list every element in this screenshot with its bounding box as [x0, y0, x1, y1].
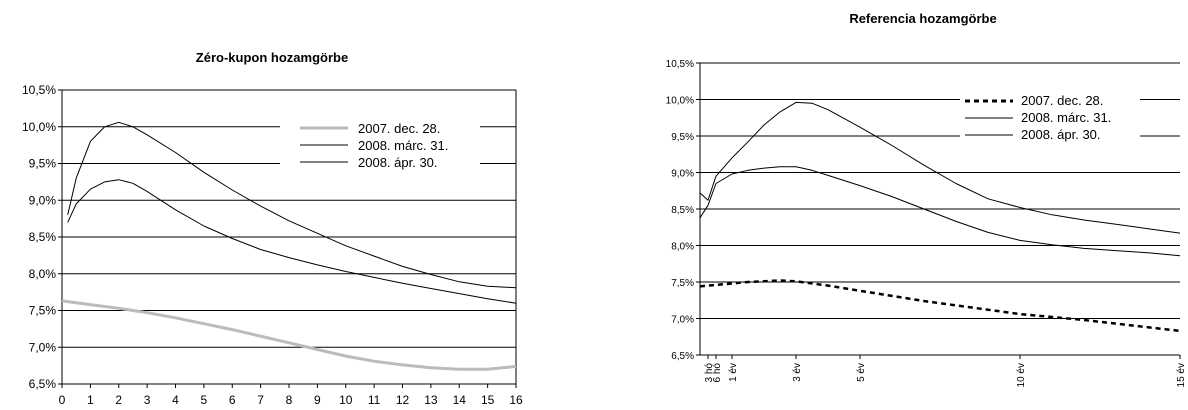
- x-tick-label: 10: [339, 393, 353, 407]
- tick-labels: 6,5% 7,0% 7,5% 8,0% 8,5% 9,0% 9,5% 10,0% 10,5% 3 …: [666, 59, 1187, 387]
- series-line-2008-pr-30-: [699, 166, 1181, 257]
- series-line-2008-m-rc-31-: [67, 121, 517, 289]
- legend-label: 2007. dec. 28.: [358, 121, 440, 136]
- y-tick-label: 10,0%: [666, 96, 694, 107]
- x-tick-label: 4: [172, 393, 179, 407]
- series-line-2008-m-rc-31-: [699, 101, 1181, 234]
- x-tick-label: 15: [481, 393, 495, 407]
- chart-title: Referencia hozamgörbe: [849, 11, 996, 26]
- zero-coupon-chart: Zéro-kupon hozamgörbe 6,5% 7,0% 7,5% 8,0% 8,…: [22, 50, 523, 407]
- x-tick-label: 11: [368, 393, 381, 407]
- axes: [696, 62, 1181, 359]
- y-tick-label: 6,5%: [29, 377, 57, 391]
- y-tick-label: 7,0%: [671, 315, 694, 326]
- legend: 2007. dec. 28. 2008. márc. 31. 2008. ápr…: [280, 117, 480, 189]
- y-tick-label: 7,5%: [671, 278, 694, 289]
- x-tick-label: 8: [286, 393, 293, 407]
- x-tick-label: 14: [453, 393, 467, 407]
- y-tick-label: 9,5%: [29, 157, 57, 171]
- x-tick-label: 6: [229, 393, 236, 407]
- legend-box: [960, 93, 1140, 149]
- y-tick-label: 9,0%: [29, 193, 57, 207]
- legend: 2007. dec. 28. 2008. márc. 31. 2008. ápr…: [960, 93, 1140, 149]
- legend-label: 2008. ápr. 30.: [1021, 127, 1101, 142]
- y-tick-label: 10,0%: [22, 120, 56, 134]
- legend-label: 2008. ápr. 30.: [358, 155, 438, 170]
- series-lines: [61, 121, 517, 371]
- legend-label: 2008. márc. 31.: [358, 138, 448, 153]
- x-tick-label: 2: [115, 393, 122, 407]
- legend-label: 2008. márc. 31.: [1021, 110, 1111, 125]
- x-tick-label: 3: [144, 393, 151, 407]
- y-tick-label: 7,5%: [29, 304, 57, 318]
- x-tick-label: 7: [257, 393, 264, 407]
- chart-title: Zéro-kupon hozamgörbe: [196, 50, 348, 65]
- tick-labels: 6,5% 7,0% 7,5% 8,0% 8,5% 9,0% 9,5% 10,0% 10,5% 0 1…: [22, 83, 523, 407]
- reference-yield-chart: Referencia hozamgörbe 6,5% 7,0% 7,5% 8,0% 8,…: [666, 11, 1187, 387]
- x-tick-label: 5: [201, 393, 208, 407]
- axes: [58, 89, 517, 388]
- x-tick-label: 9: [314, 393, 321, 407]
- x-tick-label: 16: [509, 393, 523, 407]
- x-tick-label: 12: [396, 393, 410, 407]
- x-tick-label: 5 év: [856, 363, 867, 382]
- y-tick-label: 8,5%: [29, 230, 57, 244]
- y-tick-label: 8,0%: [671, 242, 694, 253]
- series-line-2007-dec-28-: [699, 279, 1181, 333]
- x-tick-label: 3 hó: [704, 363, 715, 383]
- y-tick-label: 8,0%: [29, 267, 57, 281]
- y-tick-label: 10,5%: [666, 59, 694, 70]
- x-tick-label: 1 év: [728, 363, 739, 382]
- y-tick-label: 7,0%: [29, 340, 57, 354]
- y-tick-label: 6,5%: [671, 351, 694, 362]
- series-line-2007-dec-28-: [61, 299, 517, 371]
- y-tick-label: 9,5%: [671, 132, 694, 143]
- y-tick-label: 8,5%: [671, 205, 694, 216]
- x-tick-label: 10 év: [1016, 363, 1027, 387]
- x-tick-label: 0: [59, 393, 66, 407]
- x-tick-label: 1: [87, 393, 94, 407]
- x-tick-label: 13: [424, 393, 438, 407]
- series-line-2008-pr-30-: [67, 179, 517, 304]
- x-tick-label: 3 év: [792, 363, 803, 382]
- x-tick-label: 15 év: [1176, 363, 1187, 387]
- y-tick-label: 9,0%: [671, 169, 694, 180]
- legend-label: 2007. dec. 28.: [1021, 93, 1103, 108]
- y-tick-label: 10,5%: [22, 83, 56, 97]
- x-tick-label: 6 hó: [712, 363, 723, 383]
- series-lines: [699, 101, 1181, 333]
